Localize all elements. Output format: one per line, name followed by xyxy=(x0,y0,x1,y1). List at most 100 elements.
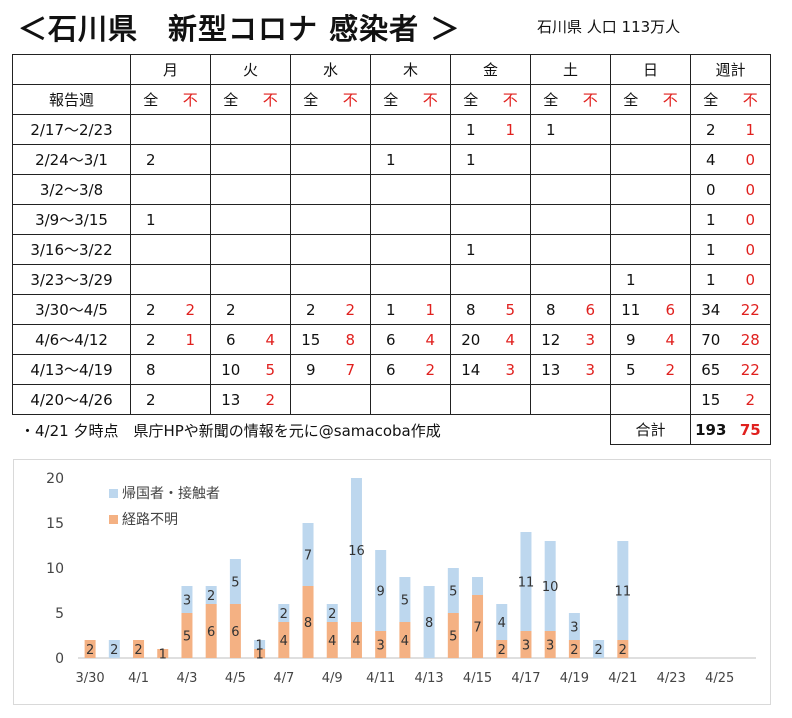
day-cell xyxy=(290,204,371,235)
bar-contact xyxy=(447,568,459,613)
daily-cases-chart: 0 5 10 15 20 2 2 2 1 5 3 6 2 6 5 1 1 4 2 8 7 4 2 4 16 3 9 4 5 8 5 5 7 2 4 3… xyxy=(13,459,771,705)
day-cell xyxy=(530,174,611,205)
day-cell xyxy=(450,264,531,295)
day-cell xyxy=(370,174,451,205)
day-cell xyxy=(610,384,691,415)
x-tick-label: 4/25 xyxy=(705,671,734,686)
data-label-contact: 5 xyxy=(401,594,409,609)
day-cell: 1 xyxy=(530,114,611,145)
data-label-unknown: 5 xyxy=(183,630,191,645)
day-cell xyxy=(530,234,611,265)
bar-contact xyxy=(302,523,314,586)
sub-header: 全不 xyxy=(290,84,371,115)
bar-unknown xyxy=(568,640,580,658)
data-label-unknown: 3 xyxy=(522,639,530,654)
data-label-contact: 5 xyxy=(449,585,457,600)
count-unknown: 2 xyxy=(665,360,676,379)
bar-unknown xyxy=(326,622,338,658)
bar-unknown xyxy=(278,622,290,658)
count-all: 8 xyxy=(545,300,556,319)
week-label: 2/17～2/23 xyxy=(12,114,131,145)
bar-unknown xyxy=(302,586,314,658)
day-cell: 8 xyxy=(130,354,211,385)
x-tick-label: 4/1 xyxy=(128,671,149,686)
day-cell xyxy=(130,114,211,145)
table-row: 3/30～4/5 2 2 2 2 2 1 1 8 5 8 6 11 6 34 22 xyxy=(12,294,771,325)
count-unknown: 不 xyxy=(262,91,278,109)
count-all: 全 xyxy=(463,91,479,109)
legend-swatch-contact xyxy=(109,489,118,498)
count-all: 全 xyxy=(143,91,159,109)
sub-header: 全不 xyxy=(610,84,691,115)
count-unknown: 3 xyxy=(585,360,596,379)
count-all: 11 xyxy=(621,300,641,319)
count-all: 2 xyxy=(705,120,716,139)
day-cell: 2 xyxy=(210,294,291,325)
table-row: 3/9～3/15 1 1 0 xyxy=(12,204,771,235)
count-unknown: 2 xyxy=(425,360,436,379)
day-cell xyxy=(530,384,611,415)
weekday-header: 金 xyxy=(450,54,531,85)
week-label: 4/20～4/26 xyxy=(12,384,131,415)
bar-contact xyxy=(544,541,556,631)
count-unknown: 1 xyxy=(425,300,436,319)
day-cell: 1 xyxy=(450,234,531,265)
count-all: 13 xyxy=(221,390,241,409)
count-unknown: 1 xyxy=(505,120,516,139)
day-cell xyxy=(370,384,451,415)
sub-header: 全不 xyxy=(210,84,291,115)
count-all: 1 xyxy=(625,270,636,289)
bar-contact xyxy=(593,640,605,658)
y-tick-label: 10 xyxy=(46,561,64,577)
count-unknown: 75 xyxy=(739,420,761,439)
data-label-unknown: 1 xyxy=(159,648,167,663)
count-all: 1 xyxy=(145,210,156,229)
day-cell: 65 22 xyxy=(690,354,771,385)
count-all: 5 xyxy=(625,360,636,379)
data-label-unknown: 7 xyxy=(473,621,481,636)
data-label-unknown: 2 xyxy=(134,643,142,658)
count-all: 9 xyxy=(305,360,316,379)
data-label-unknown: 2 xyxy=(619,643,627,658)
weekday-header-row: 月火水木金土日週計 xyxy=(12,54,771,85)
day-cell: 1 xyxy=(370,144,451,175)
count-all: 10 xyxy=(221,360,241,379)
day-cell xyxy=(210,114,291,145)
count-all: 1 xyxy=(545,120,556,139)
sub-header: 全不 xyxy=(450,84,531,115)
total-row: 合計 193 75 xyxy=(13,414,771,445)
day-cell xyxy=(610,174,691,205)
data-label-unknown: 4 xyxy=(401,634,409,649)
data-label-contact: 8 xyxy=(425,616,433,631)
count-unknown: 0 xyxy=(745,270,756,289)
count-unknown: 6 xyxy=(585,300,596,319)
weekday-header: 火 xyxy=(210,54,291,85)
source-note: ・4/21 夕時点 県庁HPや新聞の情報を元に@samacoba作成 xyxy=(20,422,441,440)
y-tick-label: 20 xyxy=(46,471,64,487)
day-cell: 70 28 xyxy=(690,324,771,355)
data-label-unknown: 6 xyxy=(207,625,215,640)
page-title: ＜石川県 新型コロナ 感染者 ＞ xyxy=(18,12,461,46)
count-all: 8 xyxy=(145,360,156,379)
day-cell xyxy=(610,144,691,175)
count-unknown: 0 xyxy=(745,150,756,169)
count-all: 1 xyxy=(705,270,716,289)
count-all: 2 xyxy=(225,300,236,319)
bar-unknown xyxy=(496,640,508,658)
day-cell: 11 6 xyxy=(610,294,691,325)
count-all: 9 xyxy=(625,330,636,349)
day-cell xyxy=(370,264,451,295)
day-cell: 15 8 xyxy=(290,324,371,355)
count-unknown: 28 xyxy=(740,330,760,349)
x-tick-label: 4/17 xyxy=(511,671,540,686)
count-all: 20 xyxy=(461,330,481,349)
day-cell xyxy=(130,234,211,265)
bar-unknown xyxy=(181,613,193,658)
day-cell xyxy=(210,144,291,175)
